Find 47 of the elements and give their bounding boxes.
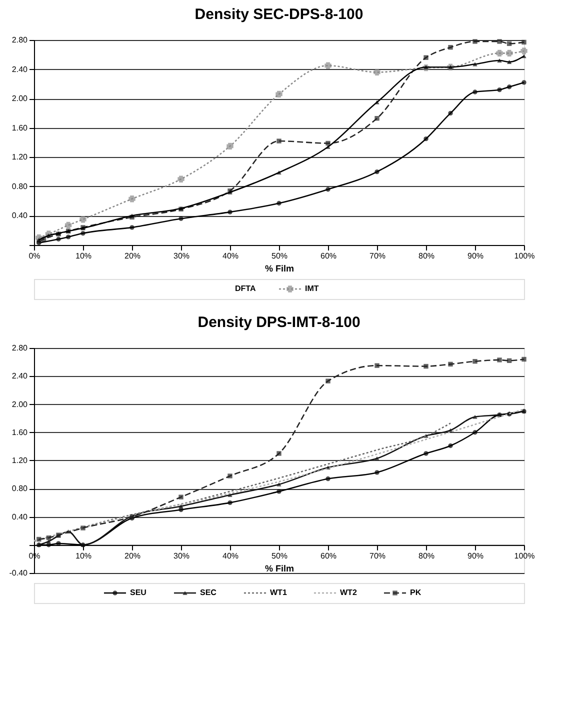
y-tick-label: 0.40 (12, 512, 28, 522)
x-tick-label: 10% (75, 551, 92, 560)
legend-label: SEU (130, 588, 147, 597)
x-tick-label: 60% (320, 252, 337, 260)
y-tick-label: 2.80 (12, 344, 28, 352)
y-tick-label: 2.00 (12, 400, 28, 409)
x-tick-label: 100% (514, 252, 535, 260)
y-tick-label: 1.60 (12, 428, 28, 437)
y-tick-label: 2.40 (12, 64, 28, 74)
y-tick-label: 0.80 (12, 484, 28, 494)
x-tick-label: 50% (271, 551, 288, 560)
x-tick-label: 90% (467, 252, 484, 260)
x-tick-label: 50% (271, 252, 288, 260)
y-tick-label: 2.40 (12, 372, 28, 381)
x-axis-title: % Film (264, 264, 294, 274)
x-tick-label: 20% (124, 252, 141, 260)
y-tick-label: 1.20 (12, 456, 28, 465)
x-tick-label: 100% (514, 551, 535, 560)
x-tick-label: 0% (28, 252, 40, 260)
y-tick-label: 2.80 (12, 36, 28, 44)
y-tick-label: 1.60 (12, 123, 28, 132)
x-axis-title: % Film (264, 563, 294, 574)
legend-label: WT2 (340, 588, 358, 597)
x-tick-label: 70% (369, 252, 386, 260)
x-tick-label: 60% (320, 551, 337, 560)
chart-title: Density SEC-DPS-8-100 (194, 6, 364, 23)
text: DFTA (235, 284, 256, 293)
x-tick-label: 30% (173, 252, 190, 260)
y-tick-label: 0.40 (12, 211, 28, 220)
legend-label: SEC (200, 588, 217, 597)
x-tick-label: 80% (418, 551, 435, 560)
y-tick-label: 2.00 (12, 94, 28, 104)
x-tick-label: 30% (173, 551, 190, 560)
x-tick-label: 10% (75, 252, 92, 260)
legend-label: WT1 (270, 588, 288, 597)
x-tick-label: 40% (222, 551, 239, 560)
chart-title: Density DPS-IMT-8-100 (198, 314, 360, 331)
x-tick-label: 80% (418, 252, 435, 260)
legend-label: IMT (305, 284, 319, 293)
x-tick-label: 20% (124, 551, 141, 560)
x-tick-label: 90% (467, 551, 484, 560)
y-tick-label: 0.80 (12, 182, 28, 191)
x-tick-label: 70% (369, 551, 386, 560)
y-tick-label: 1.20 (12, 152, 28, 162)
x-tick-label: 40% (222, 252, 239, 260)
y-tick-label: -0.40 (9, 568, 28, 578)
legend-label: PK (410, 588, 422, 597)
